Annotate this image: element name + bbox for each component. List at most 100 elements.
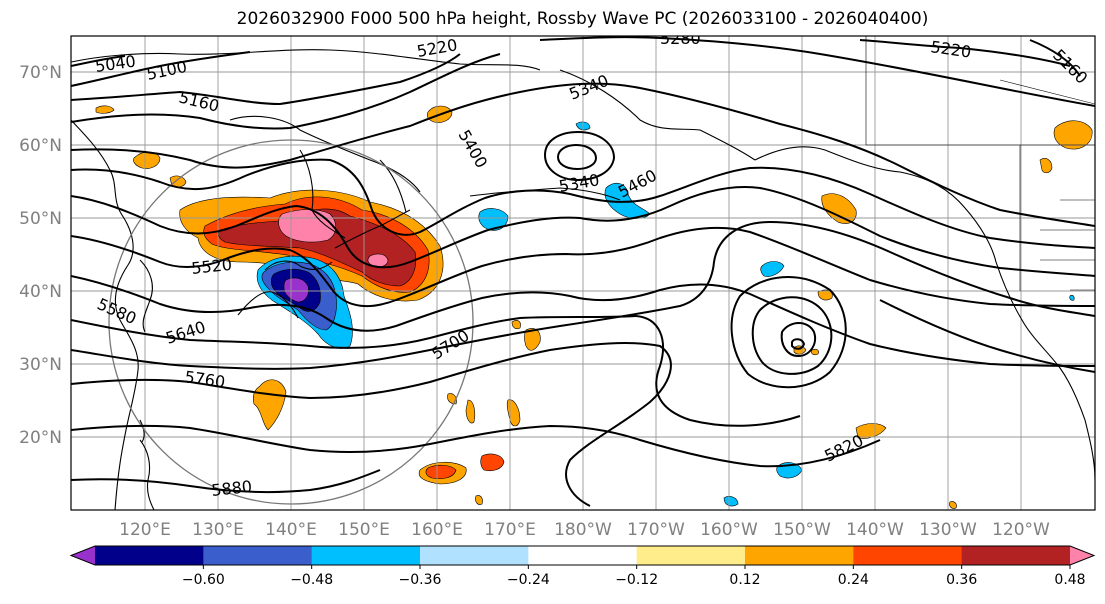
lat-label-20n: 20°N (19, 428, 62, 448)
colorbar-segment (528, 546, 638, 565)
contour-label: 5520 (190, 255, 232, 278)
coast-kamchatka (379, 159, 407, 213)
colorbar-segment (636, 546, 746, 565)
lat-label-40n: 40°N (19, 282, 62, 302)
colorbar-segment (853, 546, 963, 565)
patch-4 (95, 105, 115, 114)
positive-anomaly-pink-2 (367, 253, 389, 268)
patch-16 (425, 464, 457, 480)
contour-5280 (539, 36, 1095, 107)
lon-label-120w: 120°W (992, 520, 1050, 540)
contour-low-ring-outer (730, 276, 847, 389)
colorbar-segment (311, 546, 421, 565)
coast-gulf-alaska (754, 146, 966, 209)
coast-kurils (334, 209, 411, 249)
lon-label-130e: 130°E (192, 520, 244, 540)
contour-5460 (71, 185, 1095, 277)
patch-23 (478, 208, 509, 231)
contour-5340-small (556, 143, 598, 171)
colorbar-outline (69, 545, 1096, 566)
coast-philippines (139, 439, 155, 510)
coast-alaska-west (559, 69, 756, 161)
lat-label-50n: 50°N (19, 209, 62, 229)
height-contours (71, 36, 1095, 507)
lon-label-160w: 160°W (700, 520, 758, 540)
coast-japan (237, 260, 333, 319)
lon-label-120e: 120°E (119, 520, 171, 540)
contour-5220-west (71, 53, 501, 130)
colorbar-tick-label: −0.12 (615, 572, 658, 588)
contour-5880 (71, 469, 381, 494)
colorbar-tick-label: 0.36 (946, 572, 977, 588)
contour-5340 (71, 82, 1095, 227)
contour-low-ring-mid (751, 296, 833, 375)
colorbar-segment (745, 546, 854, 565)
coast-okhotsk (229, 115, 421, 193)
contour-low-core (791, 338, 806, 350)
patch-18 (855, 423, 887, 439)
colorbar-tick-label: −0.48 (290, 572, 333, 588)
lon-label-150e: 150°E (338, 520, 390, 540)
contour-low-ring-inner (780, 322, 816, 358)
contour-5340-ring (543, 130, 616, 182)
latitude-labels: 70°N 60°N 50°N 40°N 30°N 20°N (19, 63, 62, 448)
lon-label-180w: 180°W (554, 520, 612, 540)
contour-label: 5280 (660, 29, 701, 48)
coast-na-west (964, 207, 1095, 481)
lon-label-160e: 160°E (411, 520, 463, 540)
colorbar-tick-label: 0.24 (838, 572, 869, 588)
lon-label-140w: 140°W (846, 520, 904, 540)
patch-13 (465, 399, 476, 424)
contour-5700 (71, 220, 1095, 370)
map-area: 5040 5100 5160 5220 5280 5220 5160 5340 … (71, 29, 1095, 510)
contour-5580 (71, 275, 1095, 367)
contour-5220-east (859, 39, 1071, 67)
coast-aleutians (469, 187, 621, 201)
patch-8 (817, 289, 833, 301)
contour-5400 (71, 158, 1095, 249)
patch-11 (511, 320, 521, 330)
patch-21 (475, 495, 483, 505)
colorbar-segment (95, 546, 204, 565)
lat-label-30n: 30°N (19, 355, 62, 375)
borders (865, 36, 1095, 291)
lat-label-70n: 70°N (19, 63, 62, 83)
contour-5160-ne (1029, 39, 1081, 77)
patch-17 (480, 453, 505, 472)
colorbar-segment (961, 546, 1071, 565)
colorbar-tick-label: −0.60 (182, 572, 225, 588)
lon-label-140e: 140°E (265, 520, 317, 540)
patch-5 (1053, 120, 1093, 150)
domain-circle (108, 139, 474, 505)
patch-25 (760, 261, 785, 277)
colorbar-extend-min (71, 546, 95, 565)
negative-anomaly-purple (283, 277, 309, 303)
map-title: 2026032900 F000 500 hPa height, Rossby W… (236, 9, 929, 29)
colorbar-tick-label: 0.12 (729, 572, 760, 588)
contour-5520 (71, 226, 1095, 308)
colorbar: −0.60 −0.48 −0.36 −0.24 −0.12 0.12 0.24 0.36 0.4… (69, 545, 1096, 588)
lat-label-60n: 60°N (19, 136, 62, 156)
contour-label: 5880 (210, 477, 252, 500)
coast-siberia-north (71, 49, 541, 71)
patch-6 (1039, 158, 1053, 174)
contour-5160 (71, 53, 461, 106)
lon-label-170e: 170°E (484, 520, 536, 540)
colorbar-segment (420, 546, 529, 565)
contour-5760 (71, 342, 672, 507)
patch-29 (1069, 294, 1075, 301)
contour-5820 (71, 424, 881, 468)
lon-label-170w: 170°W (627, 520, 685, 540)
patch-28 (723, 496, 739, 507)
lon-label-150w: 150°W (773, 520, 831, 540)
contour-5100 (71, 51, 251, 87)
patch-20 (811, 348, 819, 356)
contour-upper-right (879, 299, 1095, 373)
patch-22 (949, 501, 957, 509)
colorbar-segment (203, 546, 313, 565)
longitude-labels: 120°E 130°E 140°E 150°E 160°E 170°E 180°… (119, 520, 1050, 540)
colorbar-tick-label: 0.48 (1054, 572, 1085, 588)
coast-taiwan (139, 419, 145, 443)
contour-5040 (71, 55, 126, 67)
